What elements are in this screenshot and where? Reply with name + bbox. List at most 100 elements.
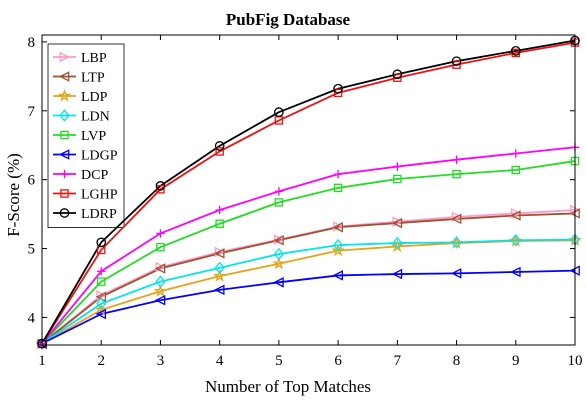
data-point-ldp bbox=[331, 243, 345, 257]
y-tick-label: 4 bbox=[28, 310, 36, 326]
data-point-ltp bbox=[510, 210, 521, 221]
data-point-ldn bbox=[36, 337, 48, 350]
data-point-lghp bbox=[393, 73, 402, 82]
legend-marker-lghp bbox=[60, 189, 69, 198]
data-point-ltp bbox=[273, 235, 284, 246]
data-point-ldn bbox=[333, 238, 344, 252]
legend-marker-ldgp bbox=[58, 149, 70, 160]
legend-marker-lbp bbox=[59, 51, 71, 63]
y-tick-label: 8 bbox=[28, 35, 36, 51]
data-point-ldrp bbox=[451, 56, 462, 67]
x-tick-label: 3 bbox=[157, 353, 165, 369]
x-tick-label: 7 bbox=[394, 353, 402, 369]
data-point-lvp bbox=[274, 198, 284, 207]
data-point-ldgp bbox=[154, 294, 166, 306]
legend-marker-ltp bbox=[58, 71, 70, 82]
data-point-dcp bbox=[215, 205, 224, 215]
legend-label-ltp: LTP bbox=[81, 71, 105, 86]
legend-label-lbp: LBP bbox=[81, 51, 107, 66]
data-point-ldrp bbox=[96, 237, 107, 248]
x-tick-label: 4 bbox=[216, 353, 224, 369]
data-point-ldgp bbox=[391, 268, 403, 280]
data-point-lbp bbox=[451, 211, 463, 223]
x-tick-label: 6 bbox=[334, 353, 342, 369]
data-point-dcp bbox=[156, 229, 165, 238]
x-tick-label: 10 bbox=[568, 353, 583, 369]
x-axis-label: Number of Top Matches bbox=[205, 377, 371, 396]
legend-label-ldp: LDP bbox=[81, 90, 108, 105]
data-point-ldrp bbox=[392, 69, 403, 80]
data-point-ltp bbox=[332, 221, 343, 233]
data-point-lvp bbox=[452, 169, 461, 179]
legend-label-lvp: LVP bbox=[81, 129, 106, 144]
legend-marker-ldp bbox=[57, 88, 72, 102]
legend-marker-ldn bbox=[59, 109, 70, 122]
data-point-ldn bbox=[155, 275, 166, 288]
data-point-dcp bbox=[393, 162, 402, 171]
series-line-ldrp bbox=[41, 39, 576, 345]
data-point-ldgp bbox=[450, 268, 462, 279]
legend-label-dcp: DCP bbox=[81, 168, 108, 183]
data-point-lvp bbox=[215, 219, 224, 229]
x-tick-label: 1 bbox=[38, 353, 46, 369]
series-line-dcp bbox=[41, 146, 576, 345]
data-point-ltp bbox=[391, 217, 403, 229]
data-point-ldrp bbox=[155, 181, 166, 191]
data-point-lbp bbox=[392, 216, 403, 227]
data-point-ldgp bbox=[214, 284, 225, 296]
data-point-lbp bbox=[510, 208, 522, 219]
data-point-ldn bbox=[214, 261, 225, 275]
data-point-ldrp bbox=[274, 107, 284, 118]
data-point-ldgp bbox=[510, 266, 521, 278]
data-point-ldn bbox=[510, 234, 521, 247]
data-point-lghp bbox=[333, 88, 343, 98]
legend-marker-ldrp bbox=[59, 208, 70, 218]
data-point-lbp bbox=[155, 261, 167, 273]
legend-marker-lvp bbox=[60, 130, 69, 140]
data-point-ldn bbox=[273, 247, 284, 261]
series-line-ldgp bbox=[41, 269, 576, 345]
legend-label-ldgp: LDGP bbox=[81, 149, 118, 164]
y-tick-label: 5 bbox=[28, 242, 36, 258]
x-tick-label: 8 bbox=[453, 353, 461, 369]
x-tick-label: 9 bbox=[512, 353, 520, 369]
data-point-ldgp bbox=[95, 308, 107, 320]
data-point-dcp bbox=[274, 187, 284, 196]
y-axis-label: F-Score (%) bbox=[4, 153, 23, 237]
data-point-lghp bbox=[452, 60, 461, 69]
series-line-ldn bbox=[41, 238, 576, 345]
data-point-ltp bbox=[450, 213, 462, 225]
data-point-lghp bbox=[156, 185, 165, 194]
data-point-ldrp bbox=[214, 141, 225, 151]
legend-label-ldrp: LDRP bbox=[81, 207, 117, 222]
series-line-lvp bbox=[41, 160, 576, 345]
data-point-lvp bbox=[96, 277, 106, 286]
data-point-dcp bbox=[97, 267, 106, 276]
data-point-ltp bbox=[154, 263, 166, 274]
data-point-lbp bbox=[214, 246, 226, 258]
data-point-ldn bbox=[392, 236, 403, 250]
data-point-dcp bbox=[333, 169, 343, 179]
legend-label-ldn: LDN bbox=[81, 110, 110, 125]
data-point-ldn bbox=[96, 297, 107, 310]
data-point-ldp bbox=[212, 268, 227, 282]
data-point-ldgp bbox=[332, 270, 343, 281]
x-tick-label: 2 bbox=[97, 353, 105, 369]
data-point-dcp bbox=[511, 149, 520, 158]
data-point-lvp bbox=[511, 165, 521, 175]
data-point-lvp bbox=[333, 183, 343, 193]
legend-label-lghp: LGHP bbox=[81, 188, 118, 203]
plot-area-frame bbox=[41, 34, 576, 346]
data-point-lghp bbox=[215, 147, 224, 156]
data-point-ltp bbox=[214, 248, 225, 259]
y-tick-label: 6 bbox=[28, 173, 36, 189]
data-point-ldrp bbox=[510, 45, 521, 56]
series-line-ltp bbox=[41, 212, 576, 345]
series-line-ldp bbox=[41, 239, 576, 345]
data-point-ldrp bbox=[333, 83, 343, 94]
data-point-ldp bbox=[272, 256, 286, 270]
data-point-ldn bbox=[451, 236, 462, 249]
data-point-ldgp bbox=[273, 277, 284, 288]
data-point-dcp bbox=[452, 155, 461, 164]
